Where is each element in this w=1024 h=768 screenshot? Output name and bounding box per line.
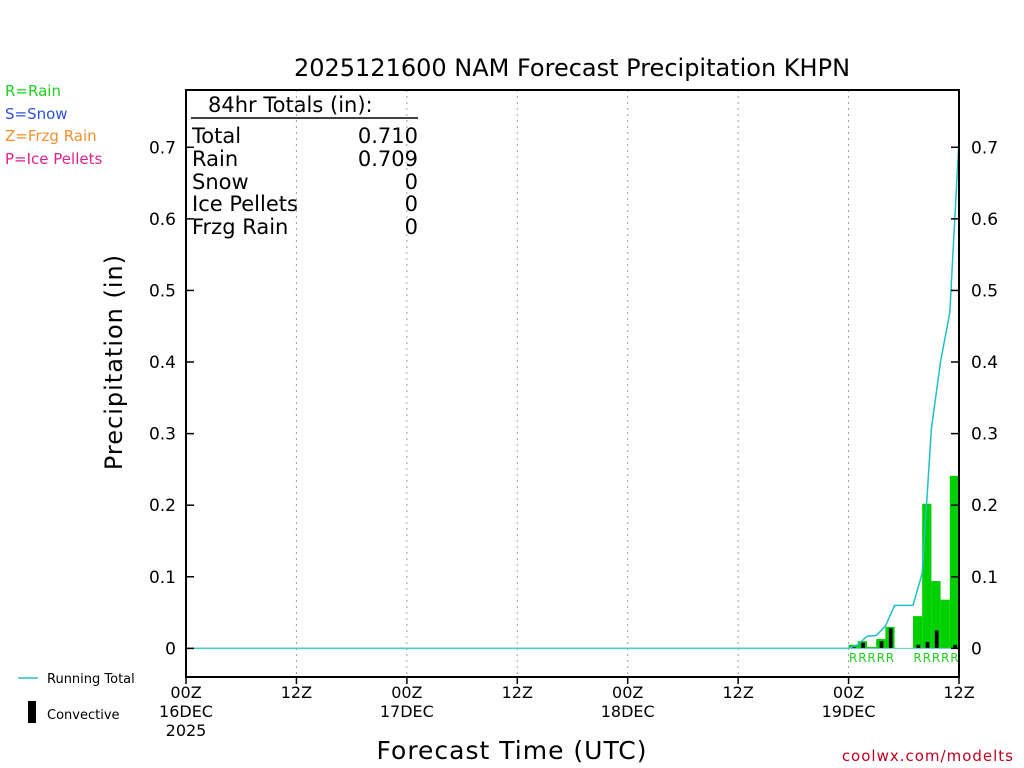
convective-bar-82 — [934, 630, 939, 649]
convective-bar-76 — [879, 641, 884, 649]
x-axis-label: Forecast Time (UTC) — [377, 736, 648, 765]
precip-type-label-82: R — [932, 651, 940, 665]
precip-bar-82 — [931, 581, 941, 649]
credit-text: coolwx.com/modelts — [842, 747, 1014, 765]
y-tick-label-left-7: 0.7 — [149, 138, 176, 158]
y-tick-label-right-3: 0.3 — [971, 425, 998, 445]
y-tick-label-right-6: 0.6 — [971, 210, 998, 230]
y-tick-label-left-0: 0 — [165, 639, 176, 659]
precip-bar-80 — [912, 616, 923, 649]
legend-frzg-rain: Z=Frzg Rain — [5, 127, 97, 145]
y-tick-label-left-1: 0.1 — [149, 568, 176, 588]
y-tick-label-right-0: 0 — [971, 639, 982, 659]
totals-value-rain: 0.709 — [358, 147, 418, 171]
y-tick-label-right-7: 0.7 — [971, 138, 998, 158]
y-tick-label-right-2: 0.2 — [971, 496, 998, 516]
precip-bar-81 — [922, 503, 932, 649]
precip-bar-83 — [940, 599, 950, 649]
convective-bar-80 — [916, 644, 921, 649]
totals-label-ice-pellets: Ice Pellets — [192, 192, 298, 216]
convective-bar-74 — [861, 642, 865, 649]
x-tick-label-0-3: 2025 — [166, 721, 207, 740]
x-tick-label-4-2: 18DEC — [601, 702, 655, 721]
totals-label-total: Total — [191, 124, 241, 148]
plot-frame — [185, 89, 960, 678]
totals-value-total: 0.710 — [358, 124, 418, 148]
y-tick-label-right-4: 0.4 — [971, 353, 998, 373]
totals-value-frzg-rain: 0 — [405, 215, 418, 239]
chart-title: 2025121600 NAM Forecast Precipitation KH… — [294, 54, 850, 82]
x-tick-label-1-1: 12Z — [281, 683, 312, 702]
precip-type-label-80: R — [913, 651, 921, 665]
legend-ice-pellets: P=Ice Pellets — [5, 150, 102, 168]
precip-type-label-73: R — [849, 651, 857, 665]
y-axis-left: 0 0.1 0.2 0.3 0.4 0.5 0.6 0.7 — [149, 138, 194, 659]
x-tick-label-6-2: 19DEC — [822, 702, 876, 721]
totals-label-rain: Rain — [192, 147, 238, 171]
y-tick-label-left-5: 0.5 — [149, 281, 176, 301]
x-tick-label-0-1: 00Z — [170, 683, 201, 702]
y-tick-label-left-6: 0.6 — [149, 210, 176, 230]
y-tick-label-right-1: 0.1 — [971, 568, 998, 588]
precip-type-label-84: R — [950, 651, 958, 665]
totals-label-frzg-rain: Frzg Rain — [192, 215, 288, 239]
x-tick-label-7-1: 12Z — [943, 683, 974, 702]
totals-box: 84hr Totals (in): Total 0.710 Rain 0.709… — [191, 93, 418, 239]
y-axis-right: 0 0.1 0.2 0.3 0.4 0.5 0.6 0.7 — [951, 138, 998, 659]
precip-bar-75 — [866, 646, 877, 649]
x-tick-label-2-1: 00Z — [391, 683, 422, 702]
convective-bar-77 — [888, 628, 893, 649]
convective-bar-81 — [925, 641, 930, 649]
convective-legend-label: Convective — [47, 708, 120, 723]
legend-snow: S=Snow — [5, 105, 68, 123]
precip-type-label-83: R — [941, 651, 949, 665]
y-tick-label-left-4: 0.4 — [149, 353, 176, 373]
totals-value-snow: 0 — [405, 170, 418, 194]
x-tick-label-4-1: 00Z — [612, 683, 643, 702]
convective-legend-swatch — [28, 701, 36, 723]
y-tick-label-right-5: 0.5 — [971, 281, 998, 301]
totals-value-ice-pellets: 0 — [405, 192, 418, 216]
y-tick-label-left-2: 0.2 — [149, 496, 176, 516]
precip-type-label-76: R — [877, 651, 885, 665]
grid-lines — [295, 90, 850, 677]
precip-type-label-77: R — [886, 651, 894, 665]
precip-type-label-81: R — [923, 651, 931, 665]
legend-rain: R=Rain — [5, 82, 61, 100]
precip-type-label-75: R — [867, 651, 875, 665]
x-tick-label-6-1: 00Z — [833, 683, 864, 702]
x-tick-label-3-1: 12Z — [502, 683, 533, 702]
x-tick-label-2-2: 17DEC — [380, 702, 434, 721]
convective-bar-73 — [852, 646, 856, 649]
y-tick-label-left-3: 0.3 — [149, 425, 176, 445]
totals-header: 84hr Totals (in): — [208, 93, 373, 117]
x-tick-label-5-1: 12Z — [722, 683, 753, 702]
precip-bar-84 — [949, 475, 959, 649]
convective-bar-84 — [953, 644, 957, 649]
precip-type-label-74: R — [858, 651, 866, 665]
totals-label-snow: Snow — [192, 170, 249, 194]
x-tick-label-0-2: 16DEC — [159, 702, 213, 721]
y-axis-label: Precipitation (in) — [100, 254, 128, 470]
precip-bars — [848, 475, 959, 649]
running-total-line — [186, 140, 960, 650]
running-total-legend-label: Running Total — [47, 672, 135, 687]
